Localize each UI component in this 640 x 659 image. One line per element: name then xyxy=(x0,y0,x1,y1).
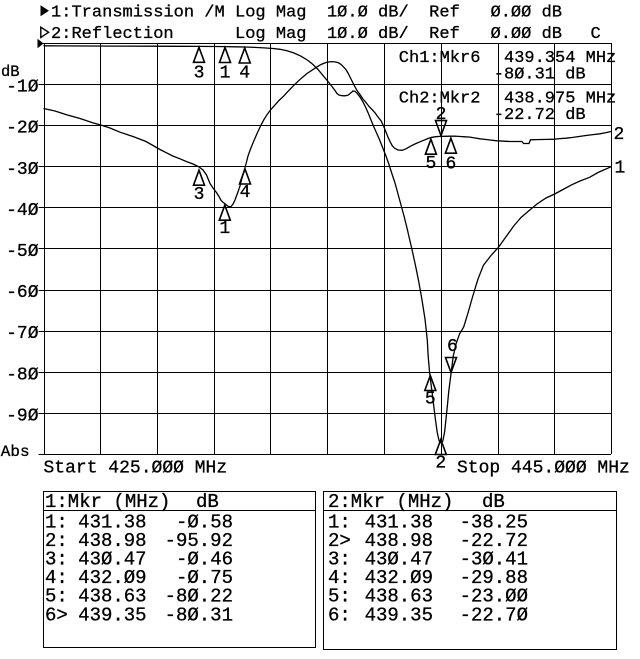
svg-text:1:Mkr (MHz): 1:Mkr (MHz) xyxy=(45,491,170,513)
svg-text:-7Ø: -7Ø xyxy=(6,324,39,344)
svg-text:3: 3 xyxy=(194,185,205,205)
svg-text:432.Ø9: 432.Ø9 xyxy=(365,567,433,589)
svg-text:dB: dB xyxy=(482,491,505,513)
svg-text:5: 5 xyxy=(425,154,436,174)
svg-text:-1Ø: -1Ø xyxy=(6,78,39,98)
svg-text:Ch2:Mkr2: Ch2:Mkr2 xyxy=(399,89,481,108)
svg-text:2:Reflection Log Mag 1Ø.: 2:Reflection Log Mag 1Ø.Ø dB/ Ref Ø.ØØ d… xyxy=(51,25,562,44)
svg-text:-6Ø: -6Ø xyxy=(6,283,39,303)
svg-text:2: 2 xyxy=(614,125,625,145)
svg-text:Abs: Abs xyxy=(1,443,30,461)
svg-text:4: 4 xyxy=(240,183,251,203)
svg-text:2:Mkr (MHz): 2:Mkr (MHz) xyxy=(328,491,453,513)
svg-text:-8Ø.31 dB: -8Ø.31 dB xyxy=(494,66,586,85)
svg-text:438.63: 438.63 xyxy=(365,586,433,608)
svg-text:432.Ø9: 432.Ø9 xyxy=(78,567,146,589)
svg-text:6: 6 xyxy=(445,155,456,175)
svg-text:4:: 4: xyxy=(328,567,351,589)
svg-text:1:: 1: xyxy=(45,512,68,534)
svg-text:-8Ø: -8Ø xyxy=(6,365,39,385)
svg-text:43Ø.47: 43Ø.47 xyxy=(365,549,433,571)
svg-text:-38.25: -38.25 xyxy=(460,512,528,534)
svg-text:1: 1 xyxy=(615,159,626,179)
svg-text:5: 5 xyxy=(425,390,436,410)
svg-text:5:: 5: xyxy=(45,586,68,608)
svg-text:439.354 MHz: 439.354 MHz xyxy=(504,49,616,68)
svg-text:2: 2 xyxy=(435,454,446,474)
svg-text:2>: 2> xyxy=(328,530,351,552)
svg-text:43Ø.47: 43Ø.47 xyxy=(78,549,146,571)
svg-text:3:: 3: xyxy=(328,549,351,571)
svg-text:4:: 4: xyxy=(45,567,68,589)
svg-text:6:: 6: xyxy=(328,604,351,626)
svg-text:-8Ø.31: -8Ø.31 xyxy=(165,604,233,626)
svg-text:-9Ø: -9Ø xyxy=(6,406,39,426)
svg-text:438.98: 438.98 xyxy=(365,530,433,552)
svg-text:dB: dB xyxy=(196,491,219,513)
svg-text:-23.ØØ: -23.ØØ xyxy=(460,586,528,608)
svg-text:-22.72 dB: -22.72 dB xyxy=(494,106,586,125)
svg-text:3:: 3: xyxy=(45,549,68,571)
svg-text:6: 6 xyxy=(447,337,458,357)
svg-text:Start 425.ØØØ MHz: Start 425.ØØØ MHz xyxy=(44,459,228,479)
svg-text:-Ø.46: -Ø.46 xyxy=(176,549,233,571)
svg-text:3: 3 xyxy=(194,63,205,83)
svg-text:439.35: 439.35 xyxy=(365,604,433,626)
svg-text:-22.7Ø: -22.7Ø xyxy=(460,604,528,626)
svg-text:-5Ø: -5Ø xyxy=(6,242,39,262)
svg-text:5:: 5: xyxy=(328,586,351,608)
svg-text:438.63: 438.63 xyxy=(78,586,146,608)
svg-text:C: C xyxy=(591,25,601,44)
svg-text:-2Ø: -2Ø xyxy=(6,119,39,139)
svg-text:dB: dB xyxy=(1,63,20,81)
svg-text:-95.92: -95.92 xyxy=(165,530,233,552)
svg-text:431.38: 431.38 xyxy=(365,512,433,534)
svg-text:-Ø.58: -Ø.58 xyxy=(176,512,233,534)
svg-text:439.35: 439.35 xyxy=(78,604,146,626)
svg-text:4: 4 xyxy=(239,63,250,83)
svg-text:-4Ø: -4Ø xyxy=(6,201,39,221)
svg-text:1: 1 xyxy=(219,219,230,239)
svg-text:6>: 6> xyxy=(45,604,68,626)
svg-text:2:: 2: xyxy=(45,530,68,552)
svg-text:-29.88: -29.88 xyxy=(460,567,528,589)
svg-text:Stop 445.ØØØ MHz: Stop 445.ØØØ MHz xyxy=(457,459,630,479)
svg-text:438.98: 438.98 xyxy=(78,530,146,552)
svg-text:-3Ø: -3Ø xyxy=(6,160,39,180)
svg-text:-22.72: -22.72 xyxy=(460,530,528,552)
svg-text:431.38: 431.38 xyxy=(78,512,146,534)
svg-text:1: 1 xyxy=(220,63,231,83)
svg-text:438.975 MHz: 438.975 MHz xyxy=(504,89,616,108)
svg-text:-Ø.75: -Ø.75 xyxy=(176,567,233,589)
svg-text:1:Transmission /M Log Mag 1Ø.: 1:Transmission /M Log Mag 1Ø.Ø dB/ Ref Ø… xyxy=(51,4,562,23)
svg-text:-3Ø.41: -3Ø.41 xyxy=(460,549,528,571)
svg-text:-8Ø.22: -8Ø.22 xyxy=(165,586,233,608)
svg-text:1:: 1: xyxy=(328,512,351,534)
svg-text:2: 2 xyxy=(436,105,447,125)
svg-text:Ch1:Mkr6: Ch1:Mkr6 xyxy=(399,49,481,68)
